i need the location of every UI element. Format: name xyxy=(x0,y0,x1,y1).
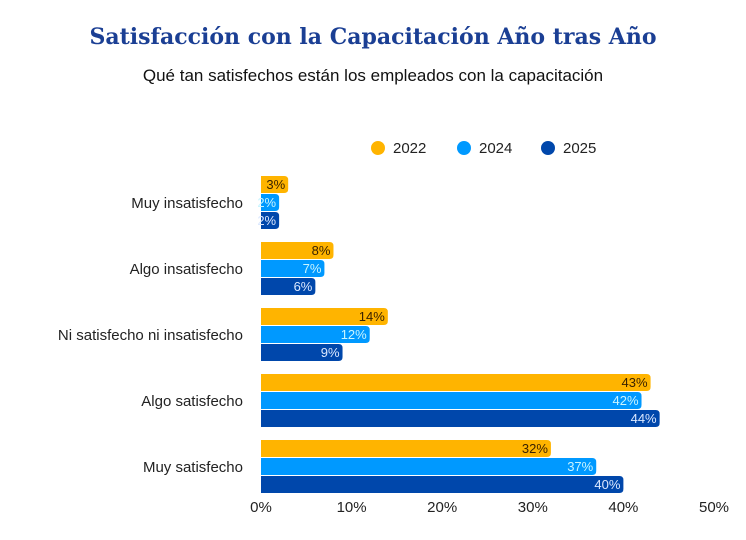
data-label: 6% xyxy=(294,279,313,294)
data-label: 32% xyxy=(522,441,548,456)
category-labels: Muy insatisfecho Algo insatisfecho Ni sati… xyxy=(58,195,243,476)
category-label: Muy insatisfecho xyxy=(131,195,243,212)
category-label: Algo insatisfecho xyxy=(130,261,243,278)
chart-subtitle: Qué tan satisfechos están los empleados … xyxy=(143,66,603,85)
x-tick-label: 50% xyxy=(699,499,729,516)
data-label: 42% xyxy=(612,393,638,408)
category-label: Ni satisfecho ni insatisfecho xyxy=(58,327,243,344)
legend-label-2025: 2025 xyxy=(563,140,596,157)
legend-swatch-2022 xyxy=(371,141,385,155)
data-label: 44% xyxy=(631,411,657,426)
bar-2025 xyxy=(261,476,624,493)
bar-2024 xyxy=(261,194,280,211)
legend-label-2024: 2024 xyxy=(479,140,512,157)
bar-2025 xyxy=(261,344,343,361)
data-label: 37% xyxy=(567,459,593,474)
category-label: Muy satisfecho xyxy=(143,459,243,476)
data-label: 8% xyxy=(312,243,331,258)
data-label: 7% xyxy=(303,261,322,276)
data-label: 3% xyxy=(266,177,285,192)
bar-2022 xyxy=(261,374,651,391)
data-label: 9% xyxy=(321,345,340,360)
legend-swatch-2024 xyxy=(457,141,471,155)
bar-2022 xyxy=(261,440,551,457)
bar-2022 xyxy=(261,308,388,325)
chart-title: Satisfacción con la Capacitación Año tra… xyxy=(89,24,656,50)
data-label: 43% xyxy=(622,375,648,390)
bar-2024 xyxy=(261,260,325,277)
legend-swatch-2025 xyxy=(541,141,555,155)
bar-2025 xyxy=(261,212,280,229)
x-tick-label: 30% xyxy=(518,499,548,516)
data-label: 12% xyxy=(341,327,367,342)
legend-label-2022: 2022 xyxy=(393,140,426,157)
x-tick-label: 40% xyxy=(608,499,638,516)
bar-2025 xyxy=(261,278,316,295)
x-tick-label: 20% xyxy=(427,499,457,516)
x-axis-ticks: 0% 10% 20% 30% 40% 50% xyxy=(250,499,729,516)
bar-2024 xyxy=(261,392,642,409)
bar-2024 xyxy=(261,326,370,343)
x-tick-label: 0% xyxy=(250,499,272,516)
bars: 3% 2% 2% 8% 7% 6% 14% 12%9% 43% 42% 44% 32% 37%40% xyxy=(257,176,660,493)
data-label: 2% xyxy=(257,213,276,228)
legend: 2022 2024 2025 xyxy=(371,140,596,157)
x-tick-label: 10% xyxy=(337,499,367,516)
bar-2022 xyxy=(261,176,289,193)
category-label: Algo satisfecho xyxy=(141,393,243,410)
bar-2025 xyxy=(261,410,660,427)
data-label: 14% xyxy=(359,309,385,324)
bar-2024 xyxy=(261,458,597,475)
data-label: 2% xyxy=(257,195,276,210)
bar-2022 xyxy=(261,242,334,259)
data-label: 40% xyxy=(594,477,620,492)
